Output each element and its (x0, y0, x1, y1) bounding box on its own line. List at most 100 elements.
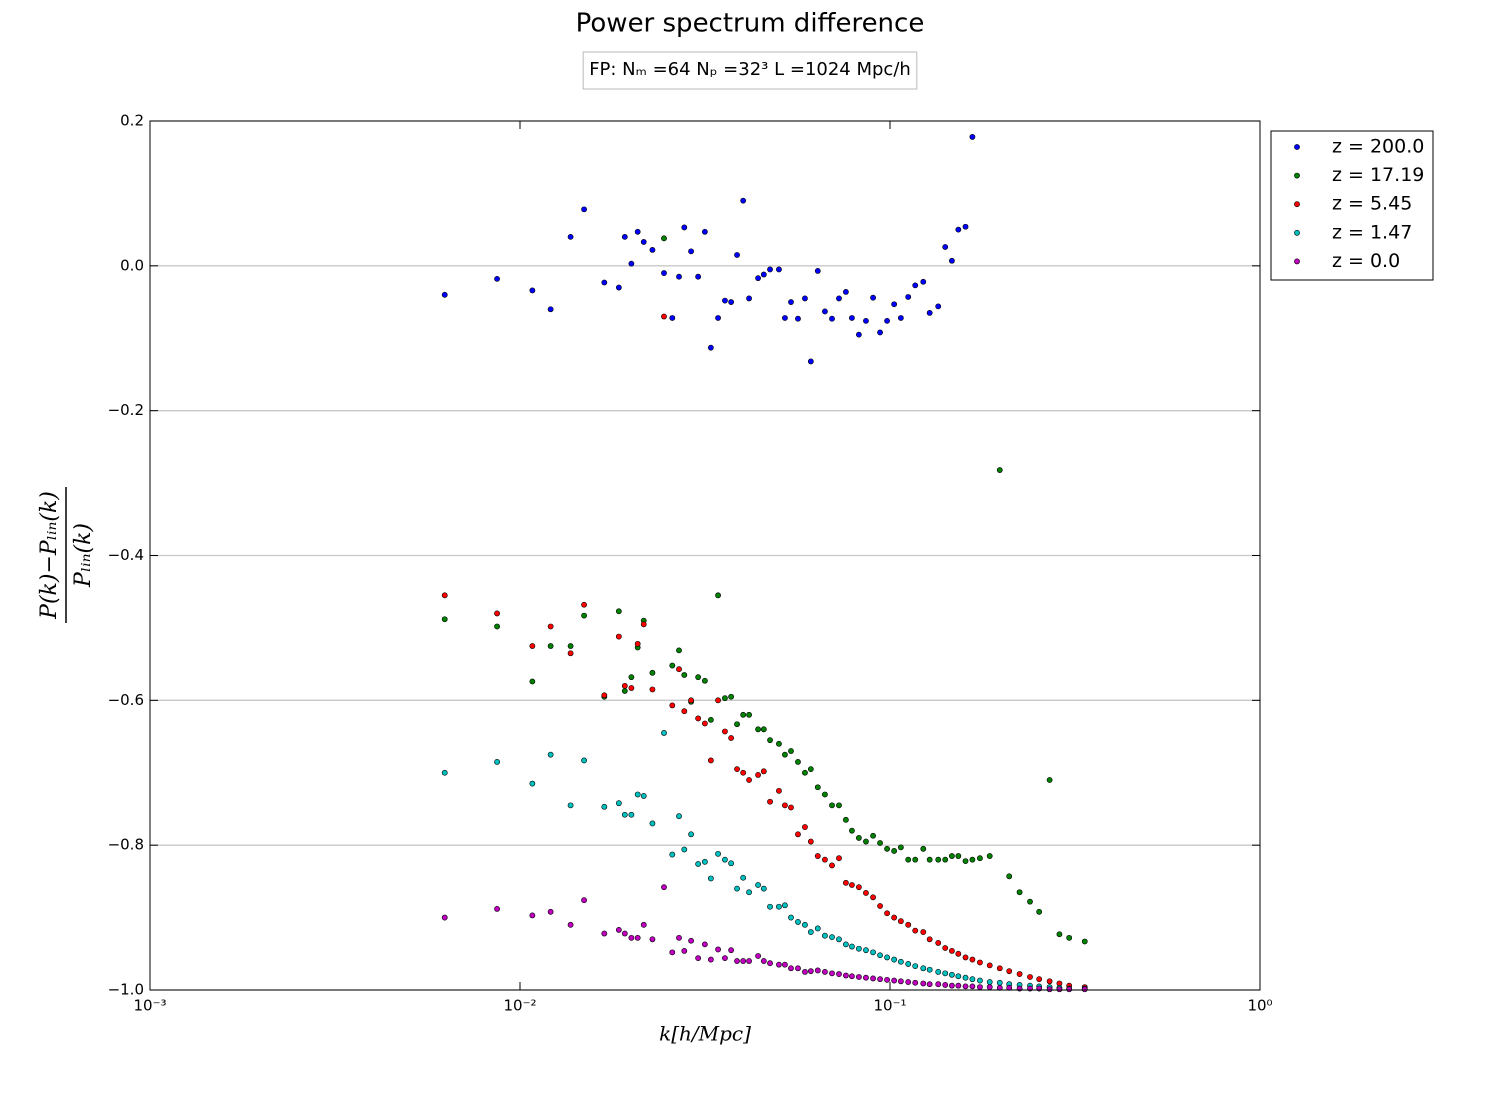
point (795, 758, 801, 765)
point (441, 616, 448, 623)
point (640, 793, 647, 799)
point (494, 623, 500, 630)
point (760, 885, 767, 892)
point (707, 956, 714, 963)
point (547, 751, 554, 758)
point (877, 976, 883, 983)
point (843, 289, 849, 295)
point (897, 978, 904, 985)
point (746, 889, 752, 896)
point (669, 662, 676, 669)
point (529, 912, 536, 919)
point (734, 885, 740, 892)
y-tick-label: 0.0 (120, 256, 144, 274)
point (728, 299, 735, 305)
legend-marker (1294, 172, 1300, 179)
point (795, 315, 801, 322)
point (986, 962, 993, 969)
point (912, 979, 919, 986)
point (707, 757, 714, 764)
point (567, 643, 574, 649)
legend: z = 200.0 z = 17.19 z = 5.45 z = 1.47 z = 0.… (1294, 136, 1424, 272)
point (547, 306, 554, 313)
point (822, 856, 828, 863)
point (669, 315, 676, 321)
point (628, 260, 635, 267)
point (863, 317, 869, 324)
y-label-denominator: Pₗᵢₙ(k) (71, 523, 96, 588)
point (942, 856, 949, 863)
point (776, 740, 782, 747)
point (912, 282, 919, 289)
point (701, 228, 708, 235)
point (615, 800, 622, 807)
point (802, 824, 808, 830)
point (581, 612, 587, 619)
point (829, 315, 835, 322)
point (669, 851, 676, 858)
point (863, 890, 869, 896)
point (877, 903, 883, 909)
y-tick-label: −1.0 (108, 981, 144, 999)
point (962, 954, 969, 961)
chart-title: Power spectrum difference (576, 9, 925, 39)
point (877, 952, 883, 959)
point (760, 271, 767, 278)
point (681, 672, 688, 678)
point (640, 921, 647, 928)
point (767, 266, 773, 273)
point (746, 958, 752, 964)
point (661, 730, 667, 736)
point (905, 961, 912, 967)
point (767, 737, 773, 744)
legend-marker (1294, 258, 1300, 265)
point (722, 856, 728, 863)
y-tick-label: 0.2 (120, 112, 144, 130)
point (529, 678, 536, 685)
x-tick-label: 10⁻¹ (873, 997, 906, 1015)
point (615, 608, 622, 615)
point (688, 248, 694, 255)
point (695, 273, 702, 280)
point (681, 708, 688, 715)
point (897, 315, 904, 321)
point (949, 971, 955, 978)
point (870, 949, 876, 956)
point (942, 945, 949, 951)
point (897, 918, 904, 925)
point (529, 287, 536, 294)
point (1027, 974, 1033, 980)
point (863, 947, 869, 954)
point (802, 968, 808, 975)
point (681, 846, 688, 853)
point (795, 965, 801, 972)
y-tick-label: −0.4 (108, 546, 144, 564)
point (621, 682, 628, 689)
point (788, 748, 794, 754)
point (621, 688, 628, 694)
point (977, 984, 983, 991)
point (734, 766, 740, 773)
point (567, 650, 574, 657)
legend-label: z = 17.19 (1332, 164, 1424, 186)
x-tick-label: 10⁻³ (133, 997, 166, 1015)
point (1066, 934, 1073, 941)
point (676, 666, 682, 673)
point (722, 297, 728, 304)
point (782, 315, 788, 321)
point (1016, 971, 1023, 977)
point (715, 850, 721, 857)
point (905, 294, 912, 300)
point (855, 835, 862, 841)
point (843, 879, 849, 886)
axes: 0.2 0.0 −0.2 −0.4 −0.6 −0.8 −1.010⁻³ 10⁻² 10⁻¹ 10… (108, 112, 1273, 1015)
point (776, 787, 782, 794)
point (849, 315, 855, 321)
point (649, 247, 656, 253)
point (802, 769, 808, 776)
point (822, 968, 828, 975)
point (601, 803, 608, 810)
y-tick-label: −0.8 (108, 836, 144, 854)
point (676, 273, 682, 280)
point (782, 751, 788, 758)
